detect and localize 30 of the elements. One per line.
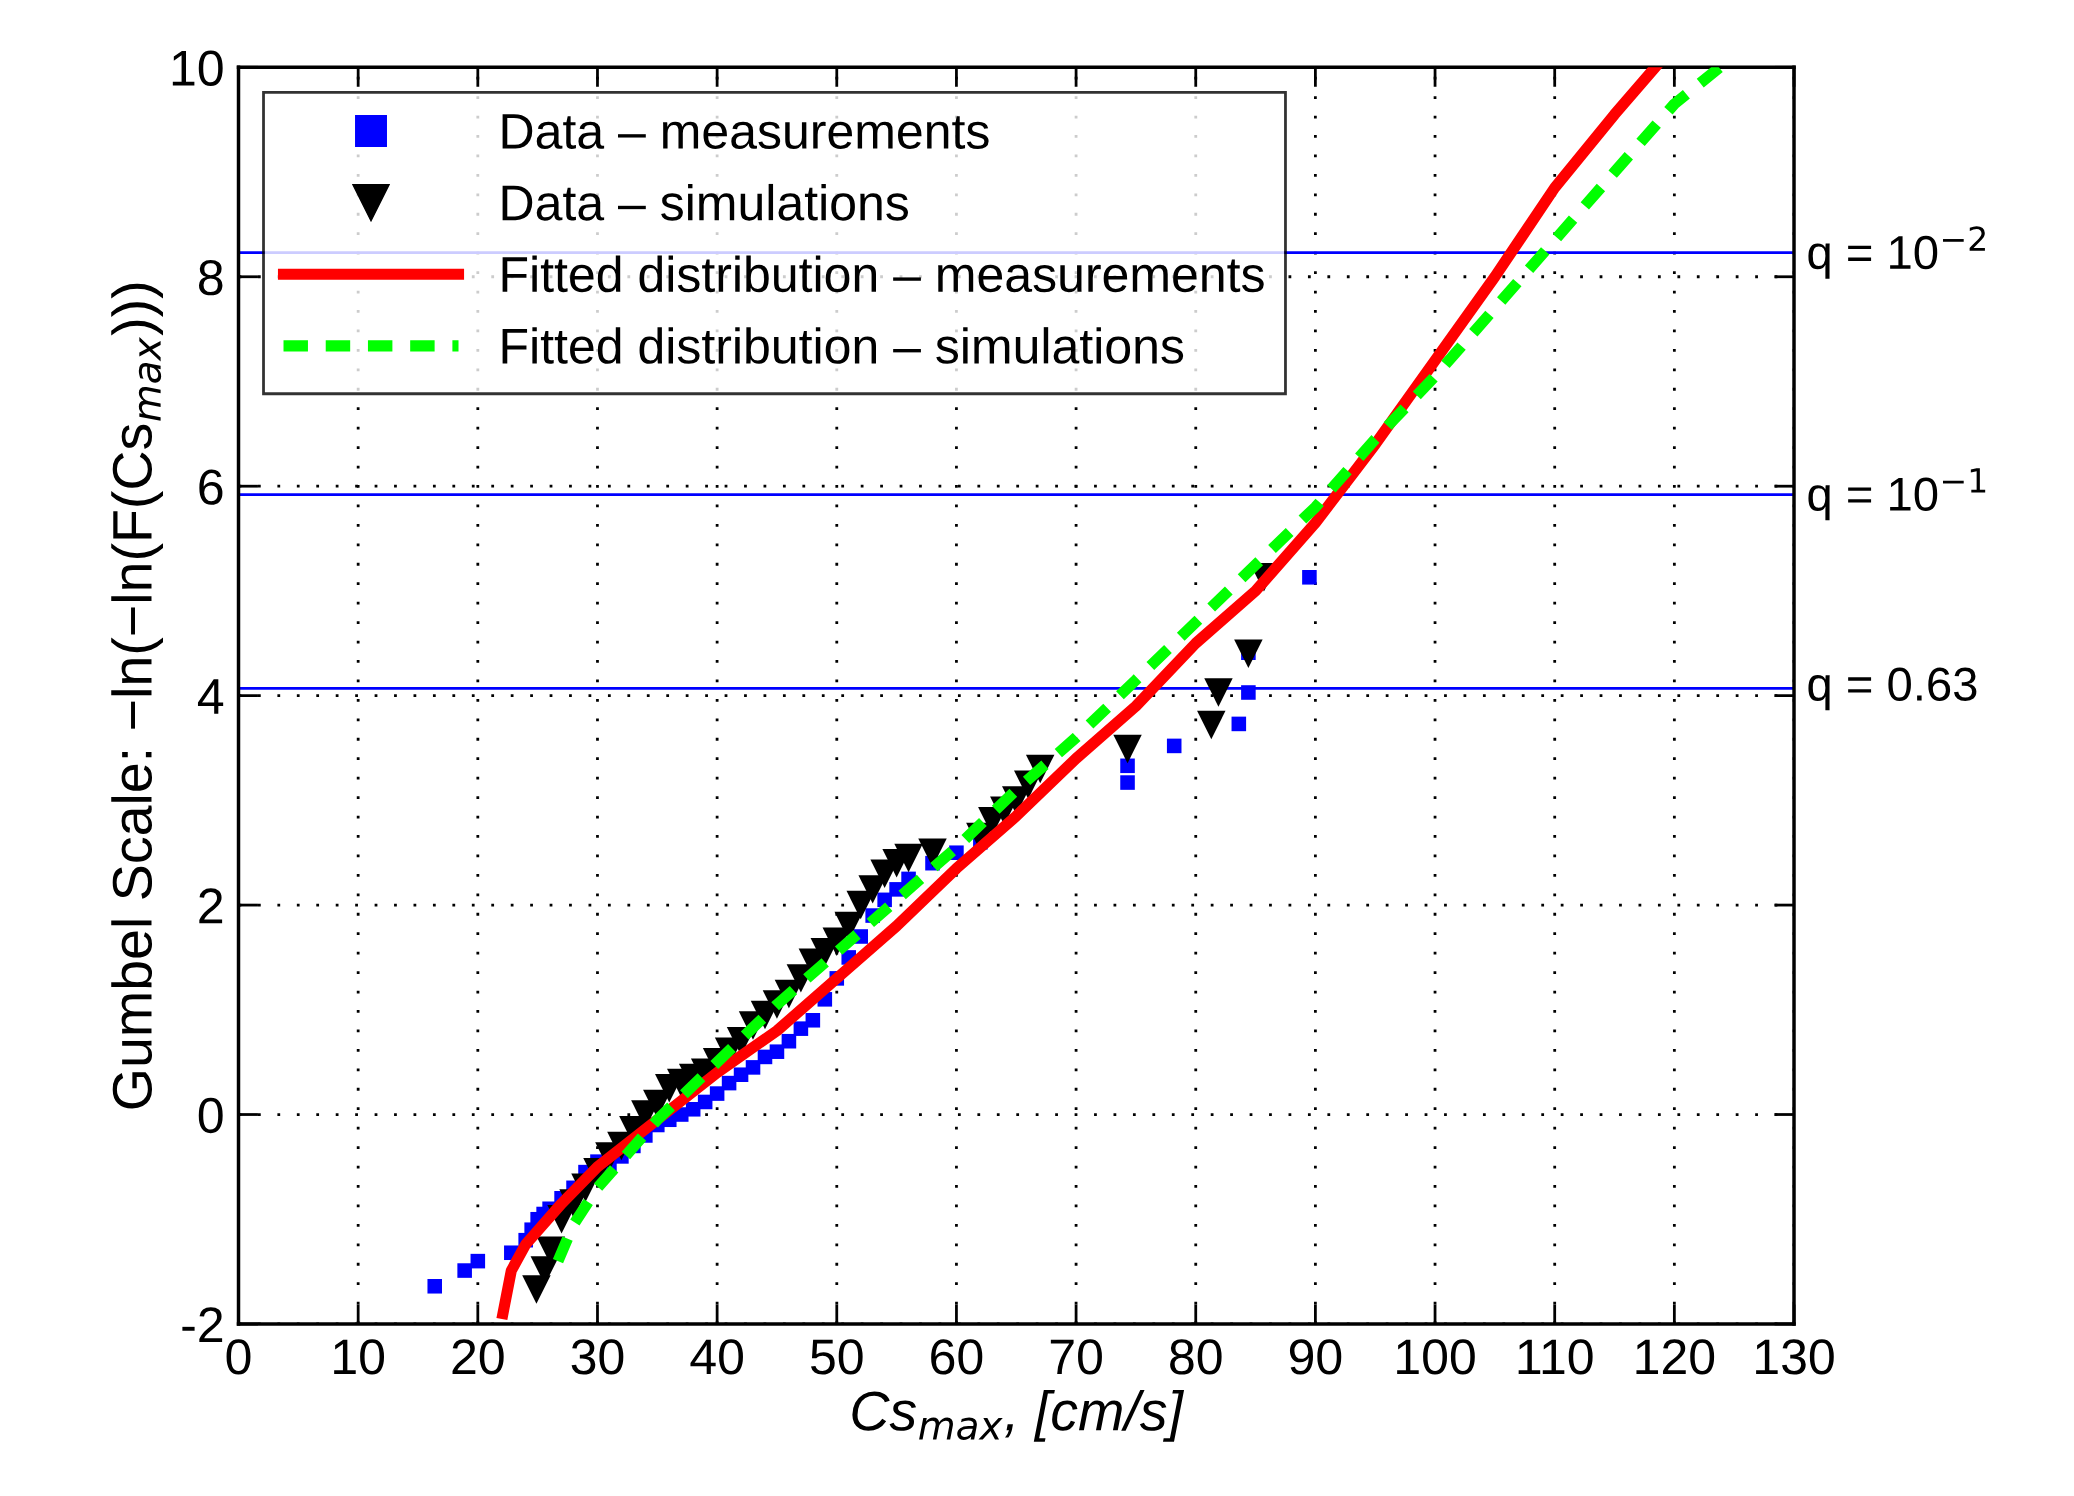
x-tick-label: 30 — [571, 1339, 624, 1375]
text: q = 10$^{−2}$ — [1808, 226, 1985, 279]
x-tick-label: 130 — [1756, 1339, 1834, 1375]
x-tick-label: 10 — [334, 1339, 385, 1375]
text: q = 0.63 — [1808, 667, 1977, 711]
y-tick-label: 2 — [199, 888, 223, 924]
x-tick-label: 80 — [1170, 1339, 1222, 1375]
x-axis-title: Cs$_{max}$, [cm/s] — [852, 1390, 1185, 1442]
y-tick-label: 0 — [198, 1097, 223, 1134]
x-tick-label: 50 — [810, 1339, 863, 1375]
legend-label: Fitted distribution – measurements — [502, 255, 1264, 293]
x-tick-label: 90 — [1289, 1339, 1342, 1375]
legend-label: Data – measurements — [502, 114, 989, 150]
x-tick-label: 100 — [1397, 1339, 1475, 1375]
y-tick-label: 10 — [172, 50, 223, 86]
x-tick-label: 0 — [226, 1339, 251, 1375]
x-tick-label: 70 — [1050, 1339, 1102, 1375]
legend-label: Data – simulations — [502, 183, 909, 221]
x-tick-label: 110 — [1518, 1339, 1593, 1375]
y-tick-label: 6 — [199, 469, 223, 505]
x-tick-label: 40 — [690, 1339, 743, 1375]
legend-label: Fitted distribution – simulations — [502, 327, 1184, 364]
y-tick-label: -2 — [182, 1307, 223, 1343]
x-tick-label: 60 — [931, 1339, 983, 1375]
x-tick-label: 20 — [452, 1339, 504, 1375]
y-tick-label: 8 — [198, 259, 223, 296]
y-axis-title: Gumbel Scale: −ln(−ln(F(Cs$_{max}$))) — [111, 283, 163, 1109]
x-tick-label: 120 — [1636, 1339, 1715, 1375]
text: q = 10$^{−1}$ — [1808, 468, 1986, 521]
y-tick-label: 4 — [197, 679, 224, 714]
